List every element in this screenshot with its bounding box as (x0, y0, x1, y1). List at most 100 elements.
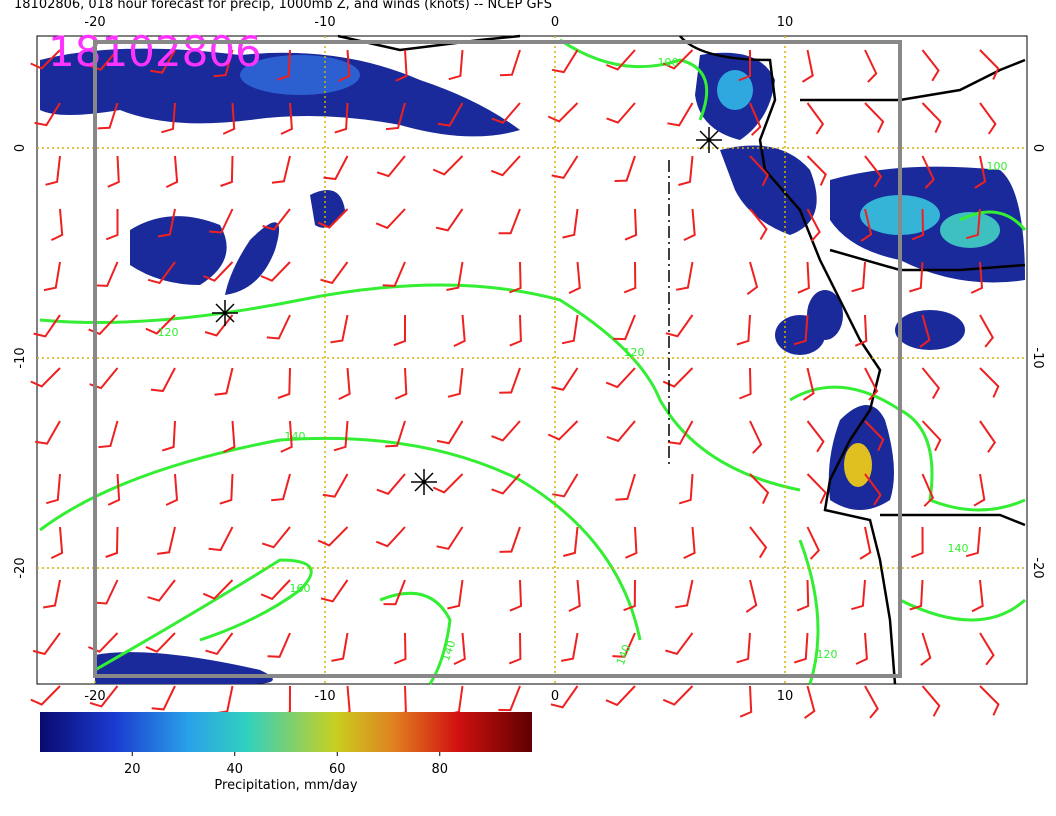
wind-barb (95, 261, 119, 287)
wind-barb (203, 261, 234, 282)
wind-barb (561, 314, 579, 345)
wind-barb (165, 473, 179, 506)
wind-barb (50, 208, 64, 242)
wind-barb (33, 314, 61, 338)
wind-barb (919, 314, 931, 349)
wind-barb (794, 632, 809, 664)
wind-barb (749, 420, 763, 454)
wind-barb (746, 261, 759, 295)
wind-barb (612, 632, 636, 658)
colorbar-tick-label: 60 (329, 762, 346, 777)
wind-barb (491, 102, 521, 124)
wind-barb (334, 102, 349, 134)
wind-barb (447, 367, 464, 398)
wind-barb (615, 473, 636, 501)
contour-label: 120 (624, 346, 645, 359)
wind-barb (979, 420, 997, 453)
colorbar-tick-label: 20 (124, 762, 141, 777)
wind-barb (32, 632, 61, 656)
wind-barb (971, 579, 984, 613)
wind-barb (94, 579, 119, 605)
wind-barb (331, 632, 349, 662)
contour-label: 100 (658, 56, 679, 69)
y-tick-label: 0 (1030, 144, 1045, 152)
wind-barb (447, 579, 464, 610)
wind-barb (267, 632, 291, 658)
wind-barb (806, 473, 827, 504)
wind-barb (864, 420, 885, 451)
wind-barb (551, 367, 579, 391)
wind-barb (662, 49, 694, 70)
wind-barb (271, 155, 291, 184)
wind-barb (854, 314, 868, 347)
wind-barb (623, 579, 636, 612)
wind-barb (320, 579, 349, 603)
wind-barb (864, 367, 879, 401)
wind-barb (213, 49, 234, 78)
wind-barb (45, 155, 61, 186)
coastline (337, 34, 1026, 685)
contour-label: 100 (987, 160, 1008, 173)
wind-barb (436, 526, 464, 550)
wind-barb (550, 685, 579, 709)
wind-barb (43, 261, 61, 292)
wind-barb (613, 314, 636, 341)
wind-barb (107, 473, 121, 506)
wind-barb (147, 579, 176, 602)
wind-barb (508, 632, 522, 665)
wind-barb (385, 420, 406, 448)
wind-barb (209, 208, 234, 234)
wind-barb (864, 49, 878, 83)
wind-barb (498, 685, 521, 712)
wind-barb (223, 420, 236, 453)
wind-barb (30, 367, 61, 388)
wind-barb (665, 632, 694, 655)
wind-barb (662, 367, 694, 388)
wind-barb (804, 685, 816, 719)
wind-barb (165, 155, 179, 189)
wind-barb (35, 420, 61, 445)
wind-barb (979, 632, 995, 666)
wind-barb (277, 367, 291, 399)
wind-barb (921, 420, 942, 452)
wind-barb (46, 473, 61, 505)
wind-barb (222, 102, 236, 135)
wind-barb (551, 155, 579, 180)
wind-barb (157, 208, 176, 238)
wind-barb (333, 420, 349, 452)
colorbar-scale (40, 712, 532, 752)
wind-barb (675, 261, 694, 291)
wind-barb (446, 685, 464, 716)
wind-barb (667, 102, 694, 127)
wind-barb (107, 155, 120, 188)
precipitation (40, 48, 1025, 684)
wind-barb (606, 102, 636, 124)
wind-barb (280, 102, 293, 135)
wind-barb (974, 155, 987, 189)
wind-barb (490, 155, 521, 177)
wind-barb (393, 632, 407, 665)
contour-label: 120 (817, 648, 838, 661)
wind-barb (317, 208, 349, 229)
wind-barb (509, 579, 523, 612)
x-tick-label: 10 (777, 15, 794, 30)
y-tick-label: -10 (13, 347, 28, 368)
wind-barb (749, 208, 768, 240)
wind-barb (860, 208, 873, 242)
wind-barb (806, 102, 825, 135)
wind-barb (973, 473, 986, 507)
wind-barb (797, 261, 810, 294)
wind-barb (208, 526, 234, 552)
wind-barb (624, 208, 638, 241)
wind-barb (262, 208, 291, 231)
wind-barb (683, 526, 696, 560)
wind-barb (568, 261, 581, 295)
wind-barb (665, 314, 694, 338)
wind-barb (320, 261, 349, 285)
wind-barb (499, 49, 521, 77)
wind-barb (145, 632, 176, 653)
wind-barb (979, 102, 997, 135)
wind-barb (437, 102, 464, 127)
wind-barb (745, 579, 758, 613)
